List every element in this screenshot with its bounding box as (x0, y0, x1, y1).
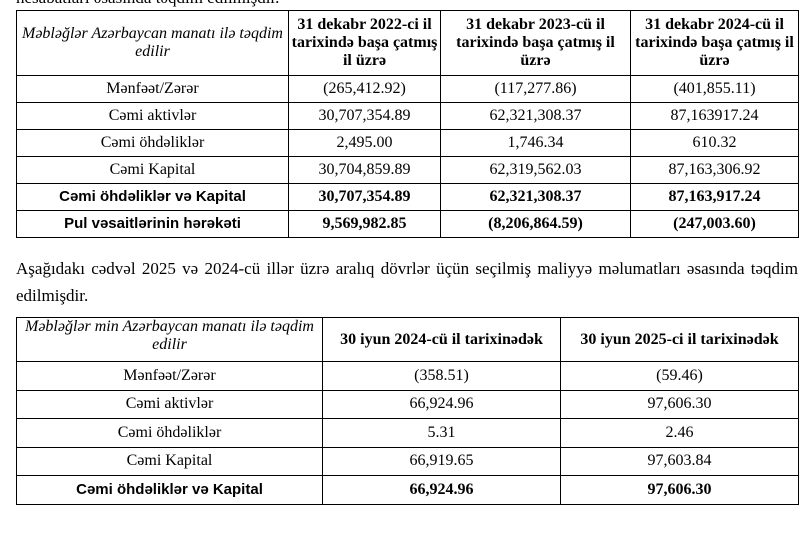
value-cell: (117,277.86) (440, 75, 631, 103)
row-label: Mənfəət/Zərər (16, 75, 289, 103)
value-cell: (265,412.92) (288, 75, 441, 103)
table-row: Mənfəət/Zərər (265,412.92) (117,277.86) (40… (16, 75, 799, 103)
table-row: Mənfəət/Zərər (358.51) (59.46) (16, 361, 799, 391)
header-cell: 30 iyun 2025-ci il tarixinədək (560, 317, 799, 362)
table-row: Cəmi Kapital 66,919.65 97,603.84 (16, 446, 799, 476)
header-cell: 31 dekabr 2022-ci il tarixində başa çatm… (288, 10, 441, 76)
table-annual: Məbləğlər Azərbaycan manatı ilə təqdim e… (16, 10, 799, 238)
table-row: Cəmi Kapital 30,704,859.89 62,319,562.03 87… (16, 156, 799, 184)
value-cell: 87,163,306.92 (630, 156, 799, 184)
table-row: Cəmi öhdəliklər və Kapital 30,707,354.89 6… (16, 183, 799, 211)
header-cell: 31 dekabr 2024-cü il tarixində başa çatm… (630, 10, 799, 76)
value-cell: 30,704,859.89 (288, 156, 441, 184)
value-cell: 30,707,354.89 (288, 183, 441, 211)
value-cell: 87,163,917.24 (630, 183, 799, 211)
table-row: Pul vəsaitlərinin hərəkəti 9,569,982.85 (8… (16, 210, 799, 238)
header-cell: Məbləğlər min Azərbaycan manatı ilə təqd… (16, 317, 323, 362)
value-cell: 62,319,562.03 (440, 156, 631, 184)
value-cell: 2,495.00 (288, 129, 441, 157)
value-cell: (59.46) (560, 361, 799, 391)
value-cell: 62,321,308.37 (440, 183, 631, 211)
value-cell: 2.46 (560, 418, 799, 448)
row-label: Cəmi öhdəliklər (16, 418, 323, 448)
row-label: Cəmi aktivlər (16, 389, 323, 419)
header-row: Məbləğlər Azərbaycan manatı ilə təqdim e… (16, 10, 799, 76)
value-cell: 97,606.30 (560, 475, 799, 505)
row-label: Cəmi öhdəliklər və Kapital (16, 475, 323, 505)
value-cell: 66,924.96 (322, 475, 561, 505)
row-label: Cəmi Kapital (16, 156, 289, 184)
row-label: Mənfəət/Zərər (16, 361, 323, 391)
header-row: Məbləğlər min Azərbaycan manatı ilə təqd… (16, 317, 799, 362)
table-interim: Məbləğlər min Azərbaycan manatı ilə təqd… (16, 317, 799, 505)
value-cell: 9,569,982.85 (288, 210, 441, 238)
value-cell: 66,919.65 (322, 446, 561, 476)
value-cell: 97,603.84 (560, 446, 799, 476)
table-row: Cəmi aktivlər 30,707,354.89 62,321,308.37 8… (16, 102, 799, 130)
value-cell: 610.32 (630, 129, 799, 157)
value-cell: (358.51) (322, 361, 561, 391)
value-cell: (8,206,864.59) (440, 210, 631, 238)
row-label: Cəmi öhdəliklər (16, 129, 289, 157)
value-cell: 62,321,308.37 (440, 102, 631, 130)
value-cell: (401,855.11) (630, 75, 799, 103)
row-label: Cəmi öhdəliklər və Kapital (16, 183, 289, 211)
intro-text: hesabatları əsasında təqdim edilmişdir. (16, 0, 279, 8)
row-label: Cəmi Kapital (16, 446, 323, 476)
table-row: Cəmi öhdəliklər 2,495.00 1,746.34 610.32 (16, 129, 799, 157)
value-cell: 87,163917.24 (630, 102, 799, 130)
table-row: Cəmi öhdəliklər və Kapital 66,924.96 97,60… (16, 475, 799, 505)
value-cell: (247,003.60) (630, 210, 799, 238)
value-cell: 1,746.34 (440, 129, 631, 157)
paragraph: Aşağıdakı cədvəl 2025 və 2024-cü illər ü… (16, 259, 798, 305)
header-cell: 31 dekabr 2023-cü il tarixində başa çatm… (440, 10, 631, 76)
value-cell: 97,606.30 (560, 389, 799, 419)
value-cell: 30,707,354.89 (288, 102, 441, 130)
header-cell: Məbləğlər Azərbaycan manatı ilə təqdim e… (16, 10, 289, 76)
header-cell: 30 iyun 2024-cü il tarixinədək (322, 317, 561, 362)
table-row: Cəmi öhdəliklər 5.31 2.46 (16, 418, 799, 448)
value-cell: 66,924.96 (322, 389, 561, 419)
row-label: Pul vəsaitlərinin hərəkəti (16, 210, 289, 238)
table-row: Cəmi aktivlər 66,924.96 97,606.30 (16, 389, 799, 419)
value-cell: 5.31 (322, 418, 561, 448)
row-label: Cəmi aktivlər (16, 102, 289, 130)
